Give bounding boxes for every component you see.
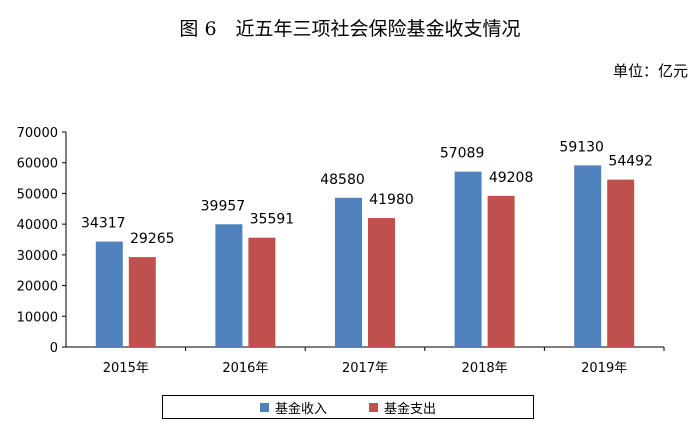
bar-income (574, 165, 602, 347)
data-label-expense: 35591 (250, 212, 295, 228)
bar-expense (487, 195, 515, 347)
data-label-expense: 54492 (608, 154, 653, 170)
y-tick-label: 10000 (17, 310, 58, 325)
y-tick-label: 20000 (17, 280, 58, 295)
bar-chart: 0 10000 20000 30000 40000 50000 60000 70000 2015… (17, 126, 665, 376)
x-tick-label: 2017年 (342, 361, 388, 376)
legend-swatch-income (259, 402, 269, 412)
bar-expense (128, 257, 156, 347)
y-tick-label: 50000 (17, 187, 58, 202)
legend-swatch-expense (369, 402, 378, 412)
bar-expense (248, 237, 276, 347)
data-label-income: 48580 (320, 172, 365, 188)
y-tick-label: 0 (50, 341, 58, 356)
y-tick-label: 30000 (17, 249, 58, 264)
legend-label-income: 基金收入 (274, 401, 327, 417)
data-label-income: 57089 (440, 146, 485, 162)
bar-income (454, 171, 482, 347)
bar-income (335, 197, 362, 347)
legend-item-income: 基金收入 (259, 398, 327, 417)
legend-item-expense: 基金支出 (369, 398, 436, 417)
unit-label: 单位：亿元 (612, 62, 688, 80)
bar-expense (607, 179, 635, 347)
bar-expense (368, 218, 395, 347)
bar-income (95, 241, 123, 347)
y-tick-label: 60000 (17, 157, 58, 172)
data-label-income: 34317 (81, 216, 126, 232)
legend: 基金收入 基金支出 (162, 395, 534, 419)
y-tick-label: 40000 (17, 218, 58, 233)
data-label-income: 39957 (201, 198, 246, 214)
data-label-expense: 41980 (369, 192, 414, 208)
chart-title: 图 6 近五年三项社会保险基金收支情况 (179, 18, 521, 40)
x-tick-label: 2015年 (103, 361, 149, 376)
x-tick-label: 2016年 (222, 361, 268, 376)
data-label-expense: 29265 (130, 231, 175, 247)
bar-income (215, 224, 243, 347)
x-tick-label: 2019年 (581, 361, 627, 376)
data-label-income: 59130 (559, 139, 604, 155)
x-tick-label: 2018年 (462, 361, 508, 376)
data-label-expense: 49208 (489, 170, 534, 186)
y-tick-label: 70000 (17, 126, 58, 141)
legend-label-expense: 基金支出 (384, 401, 437, 417)
